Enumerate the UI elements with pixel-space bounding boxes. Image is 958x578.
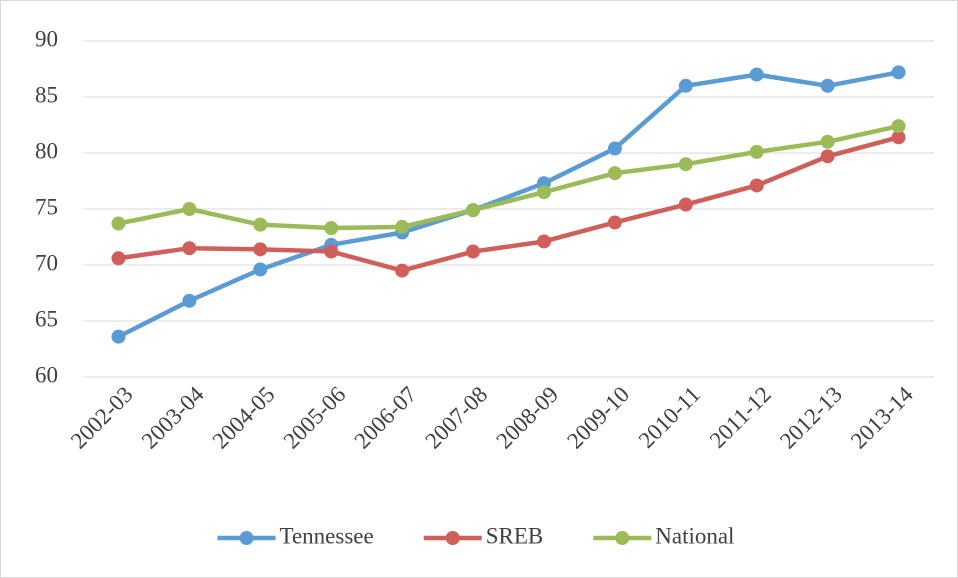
- point: [111, 216, 126, 231]
- point: [324, 221, 339, 236]
- point: [749, 178, 764, 193]
- y-tick-label: 75: [35, 194, 58, 219]
- point: [111, 251, 126, 266]
- point: [466, 203, 481, 218]
- point: [749, 144, 764, 159]
- legend-label: National: [655, 523, 734, 548]
- y-tick-label: 70: [35, 250, 58, 275]
- y-tick-label: 65: [35, 306, 58, 331]
- point: [607, 166, 622, 181]
- point: [253, 262, 268, 277]
- point: [253, 242, 268, 257]
- point: [820, 149, 835, 164]
- legend-marker: [445, 531, 460, 545]
- y-tick-label: 60: [35, 362, 58, 387]
- point: [182, 202, 197, 216]
- y-tick-label: 80: [35, 138, 58, 163]
- y-tick-label: 90: [35, 26, 58, 51]
- point: [395, 219, 410, 234]
- legend-marker: [615, 531, 630, 545]
- point: [678, 157, 693, 172]
- legend-label: Tennessee: [280, 523, 374, 548]
- point: [395, 263, 410, 278]
- point: [536, 234, 551, 249]
- point: [678, 197, 693, 212]
- point: [820, 78, 835, 93]
- point: [891, 119, 906, 134]
- point: [749, 67, 764, 82]
- point: [182, 293, 197, 308]
- point: [678, 78, 693, 93]
- point: [466, 244, 481, 259]
- point: [324, 244, 339, 259]
- point: [182, 241, 197, 256]
- point: [253, 217, 268, 232]
- series-line: [116, 70, 901, 339]
- point: [891, 65, 906, 80]
- series-line: [116, 123, 901, 231]
- point: [607, 215, 622, 230]
- point: [820, 134, 835, 149]
- series-line: [116, 135, 901, 273]
- point: [607, 141, 622, 156]
- legend-marker: [239, 531, 254, 545]
- point: [536, 185, 551, 200]
- point: [891, 130, 906, 145]
- point: [111, 329, 126, 344]
- legend-label: SREB: [486, 523, 544, 548]
- y-tick-label: 85: [35, 82, 58, 107]
